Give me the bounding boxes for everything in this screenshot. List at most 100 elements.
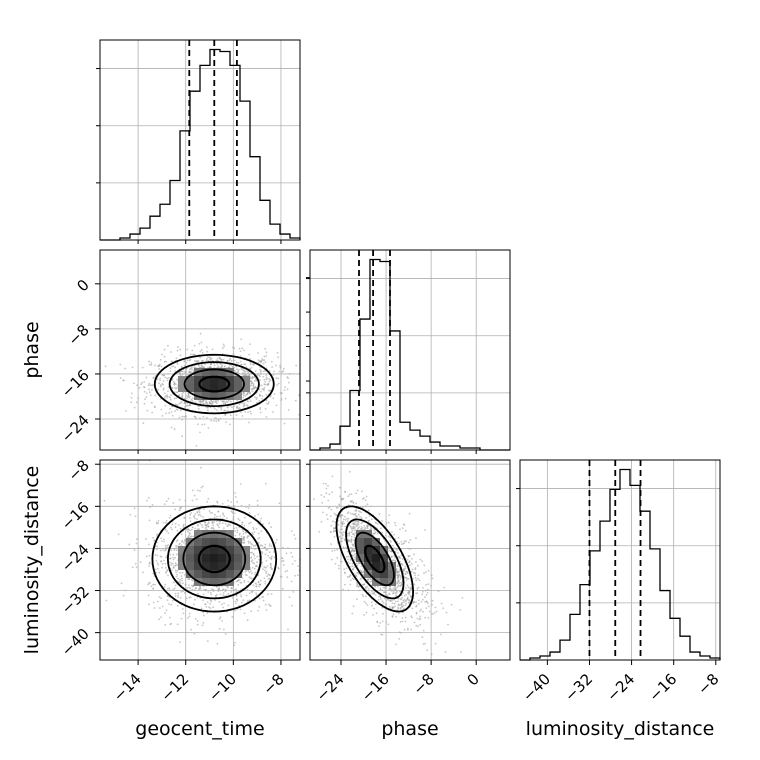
density-cell bbox=[210, 554, 218, 562]
sample-point bbox=[421, 590, 424, 593]
sample-point bbox=[234, 496, 237, 498]
sample-point bbox=[346, 576, 349, 578]
sample-point bbox=[221, 522, 224, 525]
sample-point bbox=[246, 536, 249, 539]
sample-point bbox=[181, 608, 184, 610]
density-cell bbox=[218, 554, 226, 562]
sample-point bbox=[261, 544, 264, 547]
sample-point bbox=[173, 567, 175, 569]
sample-point bbox=[425, 600, 428, 603]
density-cell bbox=[356, 538, 364, 546]
sample-point bbox=[267, 402, 270, 405]
sample-point bbox=[344, 491, 346, 493]
sample-point bbox=[180, 590, 183, 593]
sample-point bbox=[267, 554, 269, 557]
sample-point bbox=[224, 365, 226, 368]
sample-point bbox=[350, 538, 353, 541]
sample-point bbox=[357, 521, 360, 524]
sample-point bbox=[216, 585, 218, 588]
sample-point bbox=[241, 601, 243, 604]
sample-point bbox=[233, 369, 236, 372]
contour-0 bbox=[364, 544, 386, 574]
density-cell bbox=[218, 546, 226, 554]
sample-point bbox=[129, 513, 132, 516]
sample-point bbox=[416, 617, 419, 620]
sample-point bbox=[350, 535, 353, 538]
sample-point bbox=[422, 610, 424, 613]
sample-point bbox=[148, 565, 151, 567]
sample-point bbox=[358, 585, 360, 587]
density-cell bbox=[194, 376, 202, 384]
sample-point bbox=[259, 368, 261, 371]
sample-point bbox=[403, 607, 405, 610]
sample-point bbox=[207, 522, 210, 525]
sample-point bbox=[424, 596, 426, 598]
sample-point bbox=[404, 620, 407, 623]
sample-point bbox=[229, 414, 232, 417]
sample-point bbox=[169, 367, 172, 370]
sample-point bbox=[104, 365, 107, 368]
sample-point bbox=[257, 580, 260, 583]
sample-point bbox=[252, 553, 255, 556]
sample-point bbox=[248, 374, 251, 376]
sample-point bbox=[281, 392, 283, 395]
sample-point bbox=[165, 360, 168, 363]
sample-point bbox=[161, 415, 164, 417]
sample-point bbox=[370, 601, 373, 604]
sample-point bbox=[229, 423, 232, 426]
sample-point bbox=[356, 524, 359, 526]
sample-point bbox=[420, 601, 423, 603]
contour-1 bbox=[183, 368, 245, 400]
sample-point bbox=[191, 579, 194, 582]
sample-point bbox=[216, 642, 219, 645]
sample-point bbox=[341, 523, 344, 525]
sample-point bbox=[401, 605, 404, 608]
sample-point bbox=[395, 616, 397, 618]
sample-point bbox=[248, 512, 251, 514]
sample-point bbox=[356, 598, 358, 601]
sample-point bbox=[325, 513, 328, 516]
sample-point bbox=[200, 524, 203, 527]
sample-point bbox=[259, 408, 261, 410]
sample-point bbox=[383, 597, 386, 600]
sample-point bbox=[163, 374, 166, 376]
sample-point bbox=[325, 487, 328, 490]
sample-point bbox=[252, 528, 255, 531]
sample-point bbox=[134, 562, 137, 565]
sample-point bbox=[345, 546, 347, 549]
sample-point bbox=[253, 557, 256, 560]
sample-point bbox=[169, 616, 171, 619]
sample-point bbox=[414, 572, 416, 575]
sample-point bbox=[251, 381, 254, 384]
sample-point bbox=[370, 591, 373, 593]
sample-point bbox=[256, 561, 258, 564]
sample-point bbox=[157, 520, 160, 522]
sample-point bbox=[179, 507, 182, 510]
sample-point bbox=[264, 370, 266, 372]
sample-point bbox=[158, 363, 161, 366]
sample-point bbox=[357, 513, 360, 516]
sample-point bbox=[183, 517, 186, 519]
sample-point bbox=[409, 587, 411, 590]
sample-point bbox=[425, 583, 427, 586]
sample-point bbox=[401, 563, 404, 566]
sample-point bbox=[247, 542, 250, 544]
sample-point bbox=[379, 596, 382, 599]
sample-point bbox=[189, 536, 192, 538]
sample-point bbox=[235, 588, 237, 591]
sample-point bbox=[252, 545, 255, 547]
sample-point bbox=[287, 409, 290, 411]
sample-point bbox=[327, 499, 330, 502]
sample-point bbox=[198, 513, 201, 515]
sample-point bbox=[320, 520, 323, 523]
sample-point bbox=[349, 583, 352, 586]
sample-point bbox=[348, 470, 351, 473]
sample-point bbox=[218, 601, 221, 603]
sample-point bbox=[213, 419, 215, 422]
sample-point bbox=[148, 581, 151, 584]
sample-point bbox=[249, 400, 252, 403]
sample-point bbox=[277, 567, 280, 570]
sample-point bbox=[183, 592, 186, 594]
sample-point bbox=[229, 357, 232, 360]
sample-point bbox=[154, 568, 157, 571]
